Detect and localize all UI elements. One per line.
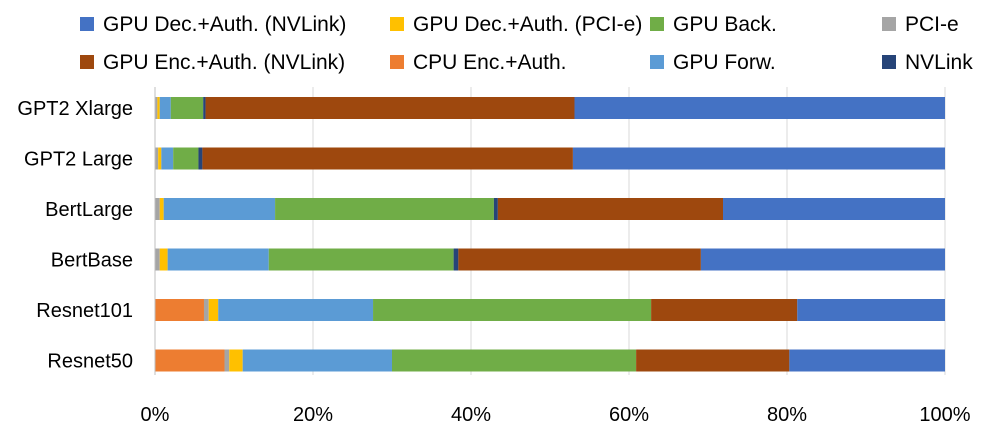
bar-segment-gpt2-xlarge-nvlink xyxy=(203,97,206,119)
bar-segment-resnet50-pci-e xyxy=(224,349,230,372)
category-label-gpt2-large: GPT2 Large xyxy=(24,149,133,171)
bar-segment-resnet101-cpu-enc-auth xyxy=(155,299,204,321)
legend-label-gpu-forw: GPU Forw. xyxy=(673,51,776,74)
legend-swatch-nvlink xyxy=(882,55,896,69)
bar-segment-bertbase-gpu-back xyxy=(268,248,454,271)
category-label-resnet101: Resnet101 xyxy=(36,300,133,322)
bar-segment-resnet50-gpu-dec-auth-nvlink xyxy=(789,349,945,372)
bar-segment-resnet101-gpu-back xyxy=(373,299,652,321)
legend-swatch-gpu-back xyxy=(650,17,664,31)
bar-segment-bertlarge-gpu-forw xyxy=(163,198,276,220)
legend-label-gpu-back: GPU Back. xyxy=(673,13,777,36)
bar-segment-resnet101-pci-e xyxy=(203,299,209,321)
legend-swatch-gpu-dec-auth-pci-e xyxy=(390,17,404,31)
bar-segment-bertbase-pci-e xyxy=(155,248,160,271)
legend-swatch-gpu-dec-auth-nvlink xyxy=(80,17,94,31)
category-label-resnet50: Resnet50 xyxy=(47,351,133,373)
bar-segment-gpt2-large-gpu-forw xyxy=(161,147,174,170)
bar-segment-bertbase-gpu-dec-auth-pci-e xyxy=(159,248,168,271)
bar-segment-gpt2-xlarge-gpu-dec-auth-pci-e xyxy=(157,97,160,119)
legend-label-nvlink: NVLink xyxy=(905,51,973,74)
x-tick-label-60: 60% xyxy=(609,404,649,426)
legend-swatch-pci-e xyxy=(882,17,896,31)
x-tick-label-100: 100% xyxy=(919,404,970,426)
bar-segment-gpt2-large-gpu-enc-auth-nvlink xyxy=(202,147,573,170)
bar-segment-resnet101-gpu-dec-auth-pci-e xyxy=(208,299,219,321)
legend-label-pci-e: PCI-e xyxy=(905,13,959,36)
bar-segment-bertbase-gpu-enc-auth-nvlink xyxy=(458,248,701,271)
bar-segment-bertlarge-gpu-dec-auth-pci-e xyxy=(159,198,164,220)
bar-segment-gpt2-large-pci-e xyxy=(155,147,159,170)
bar-segment-gpt2-xlarge-gpu-back xyxy=(170,97,204,119)
legend-label-gpu-dec-auth-pci-e: GPU Dec.+Auth. (PCI-e) xyxy=(413,13,642,36)
bar-segment-bertbase-gpu-dec-auth-nvlink xyxy=(700,248,945,271)
bar-segment-bertlarge-gpu-enc-auth-nvlink xyxy=(497,198,724,220)
x-tick-label-20: 20% xyxy=(293,404,333,426)
bar-segment-resnet101-gpu-forw xyxy=(218,299,374,321)
gridlines xyxy=(154,87,946,375)
legend-label-gpu-enc-auth-nvlink: GPU Enc.+Auth. (NVLink) xyxy=(103,51,345,74)
legend-swatch-cpu-enc-auth xyxy=(390,55,404,69)
axes: 0% 20% 40% 60% 80% 100% GPT2 Xlarge GPT2 Large B… xyxy=(17,87,971,426)
bar-segment-gpt2-large-nvlink xyxy=(198,147,203,170)
bar-segment-bertbase-nvlink xyxy=(453,248,459,271)
bar-segment-gpt2-xlarge-gpu-enc-auth-nvlink xyxy=(205,97,575,119)
bar-segment-gpt2-large-gpu-back xyxy=(173,147,199,170)
bar-segment-bertbase-gpu-forw xyxy=(167,248,269,271)
bar-segment-resnet50-gpu-forw xyxy=(242,349,392,372)
legend: GPU Dec.+Auth. (NVLink) GPU Dec.+Auth. (P… xyxy=(80,13,973,74)
bar-segment-gpt2-large-gpu-dec-auth-pci-e xyxy=(158,147,162,170)
bar-segment-bertlarge-pci-e xyxy=(155,198,160,220)
category-label-bertbase: BertBase xyxy=(51,250,133,272)
bar-segment-resnet101-gpu-dec-auth-nvlink xyxy=(797,299,945,321)
bar-segment-bertlarge-gpu-back xyxy=(275,198,494,220)
legend-swatch-gpu-enc-auth-nvlink xyxy=(80,55,94,69)
bar-segment-bertlarge-gpu-dec-auth-nvlink xyxy=(723,198,945,220)
bar-segment-bertlarge-nvlink xyxy=(493,198,498,220)
bar-segment-gpt2-xlarge-pci-e xyxy=(155,97,158,119)
bar-segment-resnet50-gpu-dec-auth-pci-e xyxy=(229,349,243,372)
legend-swatch-gpu-forw xyxy=(650,55,664,69)
legend-label-cpu-enc-auth: CPU Enc.+Auth. xyxy=(413,51,567,74)
bar-segment-resnet50-cpu-enc-auth xyxy=(155,349,225,372)
category-label-gpt2-xlarge: GPT2 Xlarge xyxy=(17,98,133,120)
legend-label-gpu-dec-auth-nvlink: GPU Dec.+Auth. (NVLink) xyxy=(103,13,346,36)
bars xyxy=(155,97,945,372)
bar-segment-resnet50-gpu-back xyxy=(392,349,637,372)
x-tick-label-80: 80% xyxy=(767,404,807,426)
bar-segment-gpt2-xlarge-gpu-dec-auth-nvlink xyxy=(574,97,945,119)
category-label-bertlarge: BertLarge xyxy=(45,199,133,221)
x-tick-label-0: 0% xyxy=(141,404,170,426)
bar-segment-gpt2-large-gpu-dec-auth-nvlink xyxy=(572,147,945,170)
bar-segment-resnet50-gpu-enc-auth-nvlink xyxy=(636,349,790,372)
x-tick-label-40: 40% xyxy=(451,404,491,426)
bar-segment-gpt2-xlarge-gpu-forw xyxy=(159,97,171,119)
bar-segment-resnet101-gpu-enc-auth-nvlink xyxy=(651,299,798,321)
